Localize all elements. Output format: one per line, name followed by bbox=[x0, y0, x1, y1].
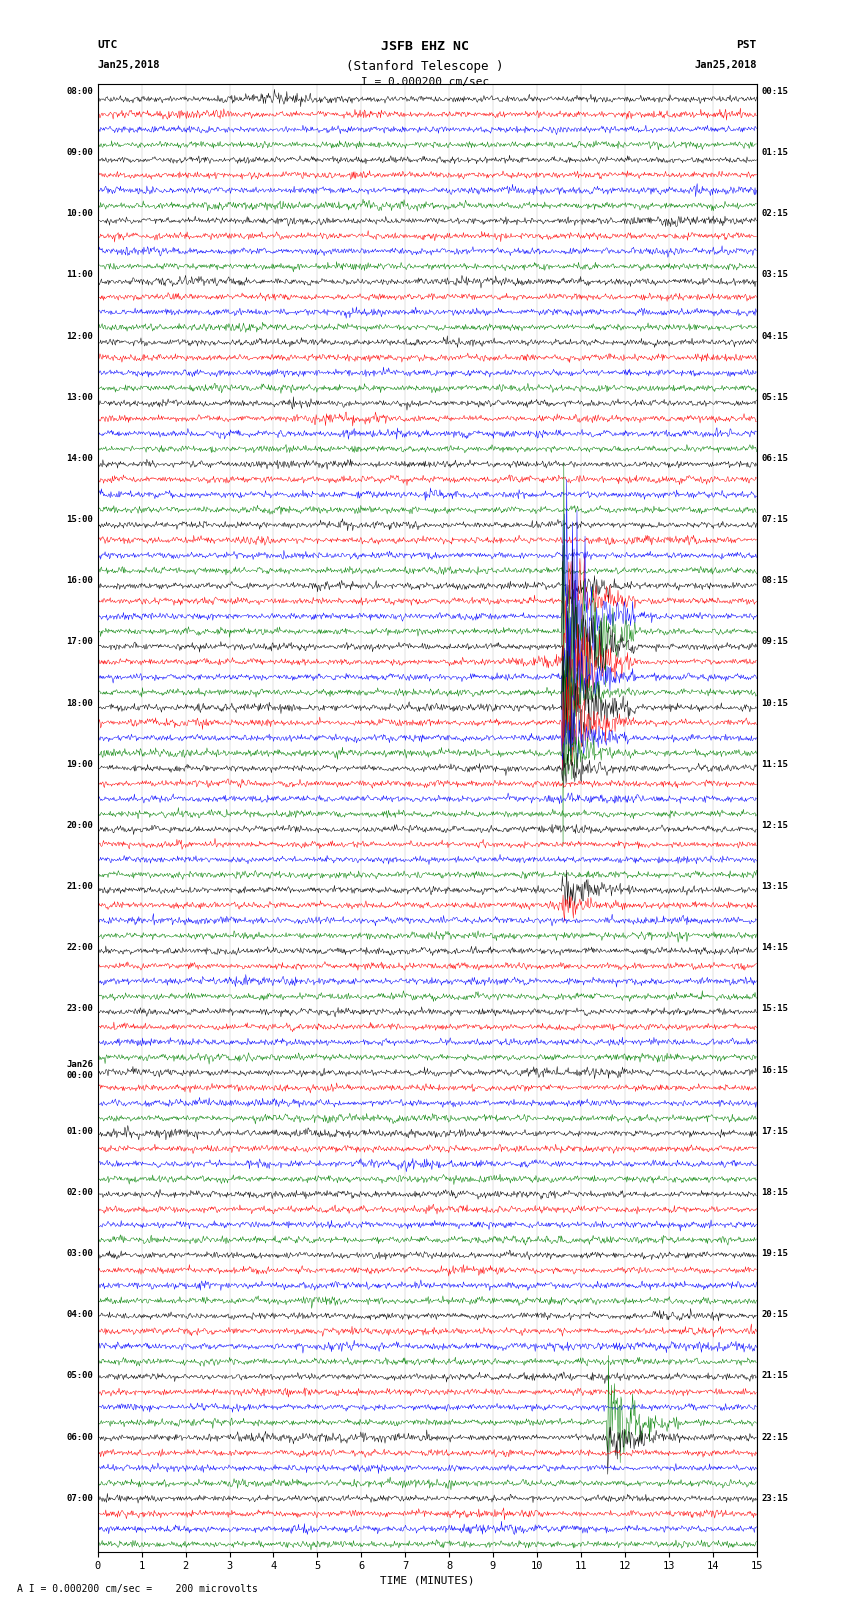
Text: 16:00: 16:00 bbox=[66, 576, 94, 586]
Text: 04:15: 04:15 bbox=[761, 332, 788, 340]
Text: 15:00: 15:00 bbox=[66, 515, 94, 524]
Text: 14:15: 14:15 bbox=[761, 944, 788, 952]
Text: 03:15: 03:15 bbox=[761, 271, 788, 279]
Text: 19:00: 19:00 bbox=[66, 760, 94, 769]
Text: 10:00: 10:00 bbox=[66, 210, 94, 218]
Text: 13:15: 13:15 bbox=[761, 882, 788, 890]
Text: 22:15: 22:15 bbox=[761, 1432, 788, 1442]
Text: 07:00: 07:00 bbox=[66, 1494, 94, 1503]
Text: 23:15: 23:15 bbox=[761, 1494, 788, 1503]
Text: 11:15: 11:15 bbox=[761, 760, 788, 769]
Text: 07:15: 07:15 bbox=[761, 515, 788, 524]
Text: 22:00: 22:00 bbox=[66, 944, 94, 952]
Text: A I = 0.000200 cm/sec =    200 microvolts: A I = 0.000200 cm/sec = 200 microvolts bbox=[17, 1584, 258, 1594]
Text: 17:00: 17:00 bbox=[66, 637, 94, 647]
Text: 02:00: 02:00 bbox=[66, 1187, 94, 1197]
Text: 16:15: 16:15 bbox=[761, 1066, 788, 1074]
Text: I = 0.000200 cm/sec: I = 0.000200 cm/sec bbox=[361, 77, 489, 87]
Text: 20:15: 20:15 bbox=[761, 1310, 788, 1319]
Text: 23:00: 23:00 bbox=[66, 1005, 94, 1013]
Text: 13:00: 13:00 bbox=[66, 394, 94, 402]
Text: 06:15: 06:15 bbox=[761, 453, 788, 463]
X-axis label: TIME (MINUTES): TIME (MINUTES) bbox=[380, 1576, 474, 1586]
Text: 06:00: 06:00 bbox=[66, 1432, 94, 1442]
Text: 03:00: 03:00 bbox=[66, 1248, 94, 1258]
Text: Jan25,2018: Jan25,2018 bbox=[694, 60, 756, 69]
Text: UTC: UTC bbox=[98, 40, 118, 50]
Text: (Stanford Telescope ): (Stanford Telescope ) bbox=[346, 60, 504, 73]
Text: 11:00: 11:00 bbox=[66, 271, 94, 279]
Text: PST: PST bbox=[736, 40, 756, 50]
Text: 00:15: 00:15 bbox=[761, 87, 788, 97]
Text: Jan25,2018: Jan25,2018 bbox=[98, 60, 161, 69]
Text: 12:00: 12:00 bbox=[66, 332, 94, 340]
Text: 01:00: 01:00 bbox=[66, 1127, 94, 1136]
Text: Jan26
00:00: Jan26 00:00 bbox=[66, 1060, 94, 1079]
Text: 08:15: 08:15 bbox=[761, 576, 788, 586]
Text: 10:15: 10:15 bbox=[761, 698, 788, 708]
Text: 15:15: 15:15 bbox=[761, 1005, 788, 1013]
Text: 21:15: 21:15 bbox=[761, 1371, 788, 1381]
Text: 08:00: 08:00 bbox=[66, 87, 94, 97]
Text: 04:00: 04:00 bbox=[66, 1310, 94, 1319]
Text: 09:00: 09:00 bbox=[66, 148, 94, 156]
Text: 01:15: 01:15 bbox=[761, 148, 788, 156]
Text: 09:15: 09:15 bbox=[761, 637, 788, 647]
Text: 02:15: 02:15 bbox=[761, 210, 788, 218]
Text: 18:00: 18:00 bbox=[66, 698, 94, 708]
Text: 17:15: 17:15 bbox=[761, 1127, 788, 1136]
Text: 14:00: 14:00 bbox=[66, 453, 94, 463]
Text: 05:15: 05:15 bbox=[761, 394, 788, 402]
Text: 05:00: 05:00 bbox=[66, 1371, 94, 1381]
Text: 19:15: 19:15 bbox=[761, 1248, 788, 1258]
Text: 18:15: 18:15 bbox=[761, 1187, 788, 1197]
Text: JSFB EHZ NC: JSFB EHZ NC bbox=[381, 40, 469, 53]
Text: 21:00: 21:00 bbox=[66, 882, 94, 890]
Text: 20:00: 20:00 bbox=[66, 821, 94, 831]
Text: 12:15: 12:15 bbox=[761, 821, 788, 831]
